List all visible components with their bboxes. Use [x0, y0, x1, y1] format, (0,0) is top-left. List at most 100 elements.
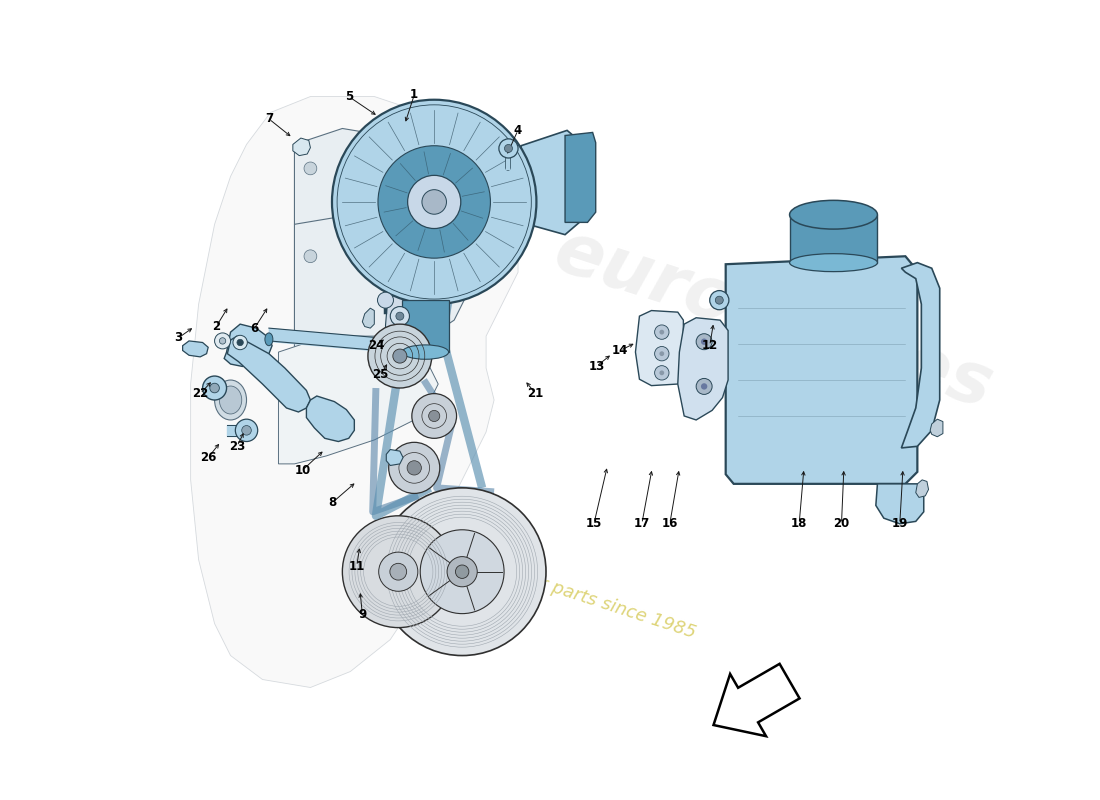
Text: eurospares: eurospares: [546, 217, 1001, 423]
Circle shape: [389, 563, 407, 580]
Circle shape: [304, 162, 317, 174]
Polygon shape: [362, 308, 374, 328]
Polygon shape: [521, 130, 580, 234]
Text: 6: 6: [251, 322, 258, 334]
Circle shape: [701, 338, 707, 345]
Polygon shape: [385, 294, 420, 352]
Text: 11: 11: [349, 560, 365, 573]
Polygon shape: [636, 310, 683, 386]
Text: 18: 18: [791, 518, 807, 530]
Circle shape: [202, 376, 227, 400]
Circle shape: [654, 346, 669, 361]
Circle shape: [447, 557, 477, 586]
Text: 12: 12: [702, 339, 718, 352]
Circle shape: [342, 516, 454, 628]
Text: 19: 19: [892, 518, 907, 530]
Ellipse shape: [265, 333, 273, 346]
Circle shape: [233, 335, 248, 350]
Circle shape: [429, 410, 440, 422]
Polygon shape: [916, 480, 928, 498]
Text: 20: 20: [834, 518, 849, 530]
Circle shape: [659, 330, 664, 334]
Circle shape: [499, 139, 518, 158]
Text: 2: 2: [212, 320, 220, 333]
Text: 21: 21: [528, 387, 543, 400]
Circle shape: [654, 366, 669, 380]
Circle shape: [236, 339, 243, 346]
Ellipse shape: [790, 254, 878, 272]
Circle shape: [408, 175, 461, 229]
Text: 17: 17: [634, 518, 650, 530]
Polygon shape: [295, 208, 470, 360]
Circle shape: [235, 419, 257, 442]
Polygon shape: [876, 484, 924, 524]
Circle shape: [378, 552, 418, 591]
Circle shape: [378, 146, 491, 258]
Text: 22: 22: [192, 387, 208, 400]
Text: 1: 1: [410, 89, 418, 102]
Text: 9: 9: [359, 607, 366, 621]
Ellipse shape: [790, 200, 878, 229]
Text: 15: 15: [585, 518, 602, 530]
Circle shape: [367, 324, 432, 388]
Circle shape: [696, 334, 712, 350]
Text: 14: 14: [612, 344, 628, 357]
Circle shape: [332, 100, 537, 304]
Circle shape: [715, 296, 724, 304]
Polygon shape: [190, 97, 518, 687]
Circle shape: [701, 383, 707, 390]
Circle shape: [696, 378, 712, 394]
Text: 4: 4: [514, 123, 522, 137]
Text: 13: 13: [588, 360, 604, 373]
Polygon shape: [183, 341, 208, 357]
Circle shape: [659, 370, 664, 375]
Circle shape: [411, 394, 456, 438]
Polygon shape: [678, 318, 728, 420]
Text: 23: 23: [229, 440, 245, 453]
Circle shape: [210, 383, 219, 393]
Circle shape: [219, 338, 225, 344]
Circle shape: [659, 351, 664, 356]
Polygon shape: [790, 214, 878, 262]
Text: 10: 10: [295, 464, 310, 477]
Circle shape: [422, 190, 447, 214]
Circle shape: [242, 426, 251, 435]
Circle shape: [710, 290, 729, 310]
Circle shape: [420, 530, 504, 614]
Text: 3: 3: [175, 331, 183, 344]
Circle shape: [367, 234, 381, 246]
Ellipse shape: [374, 338, 383, 350]
Ellipse shape: [214, 380, 246, 420]
Polygon shape: [224, 324, 272, 366]
Text: 16: 16: [661, 518, 678, 530]
Polygon shape: [565, 133, 596, 222]
Circle shape: [396, 312, 404, 320]
Circle shape: [455, 565, 469, 578]
Text: 25: 25: [373, 368, 389, 381]
Circle shape: [407, 461, 421, 475]
Polygon shape: [714, 664, 800, 736]
Circle shape: [304, 250, 317, 262]
Circle shape: [654, 325, 669, 339]
Ellipse shape: [403, 345, 449, 359]
Text: 26: 26: [200, 451, 217, 464]
Polygon shape: [228, 336, 310, 412]
Polygon shape: [386, 450, 403, 466]
Polygon shape: [403, 300, 449, 352]
Circle shape: [390, 306, 409, 326]
Polygon shape: [901, 262, 939, 448]
Circle shape: [388, 442, 440, 494]
Ellipse shape: [219, 386, 242, 414]
Circle shape: [377, 292, 394, 308]
Polygon shape: [295, 129, 438, 232]
Circle shape: [505, 145, 513, 153]
Polygon shape: [307, 396, 354, 442]
Text: 24: 24: [367, 339, 384, 352]
Text: 7: 7: [265, 112, 273, 126]
Polygon shape: [293, 138, 310, 156]
Circle shape: [378, 488, 546, 655]
Polygon shape: [931, 419, 943, 437]
Polygon shape: [726, 256, 917, 484]
Text: 5: 5: [344, 90, 353, 103]
Circle shape: [393, 349, 407, 363]
